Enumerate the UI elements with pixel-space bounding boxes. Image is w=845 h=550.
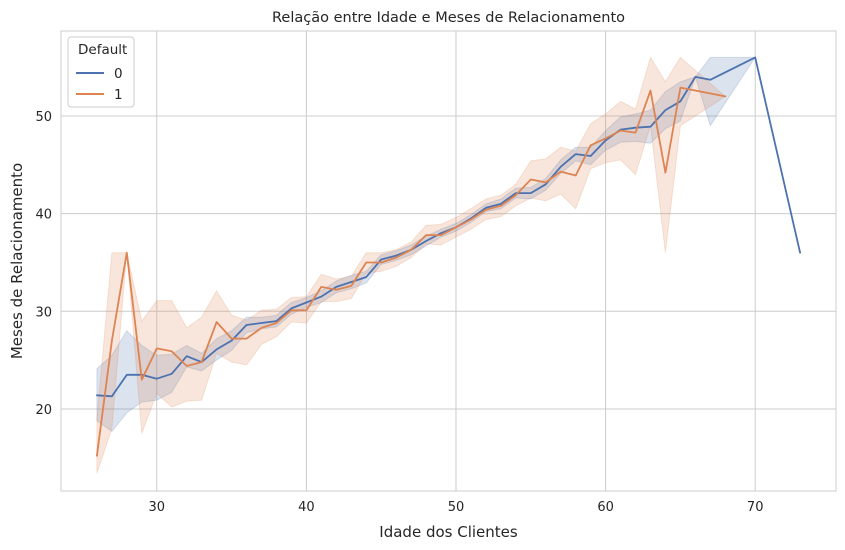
- y-tick-label-30: 30: [35, 305, 52, 320]
- line-series-1: [96, 86, 727, 457]
- x-axis-label: Idade dos Clientes: [379, 523, 518, 541]
- legend-label-0: 0: [114, 66, 123, 82]
- series-lines: [96, 56, 801, 457]
- y-axis-label: Meses de Relacionamento: [8, 163, 26, 359]
- grid-lines: [61, 31, 836, 491]
- x-tick-label-40: 40: [298, 500, 315, 515]
- x-tick-label-70: 70: [747, 500, 764, 515]
- line-series-0: [96, 56, 801, 398]
- x-tick-labels: 30 40 50 60 70: [148, 500, 763, 515]
- x-tick-label-30: 30: [148, 500, 165, 515]
- legend: Default 0 1: [67, 36, 135, 108]
- plot-frame: [60, 30, 837, 492]
- x-tick-label-60: 60: [597, 500, 614, 515]
- y-tick-labels: 20 30 40 50: [35, 110, 52, 418]
- legend-label-1: 1: [114, 87, 123, 103]
- x-tick-label-50: 50: [448, 500, 465, 515]
- y-tick-label-20: 20: [35, 403, 52, 418]
- chart-title: Relação entre Idade e Meses de Relaciona…: [272, 10, 625, 26]
- y-tick-label-50: 50: [35, 110, 52, 125]
- y-tick-label-40: 40: [35, 208, 52, 223]
- legend-title: Default: [78, 42, 127, 58]
